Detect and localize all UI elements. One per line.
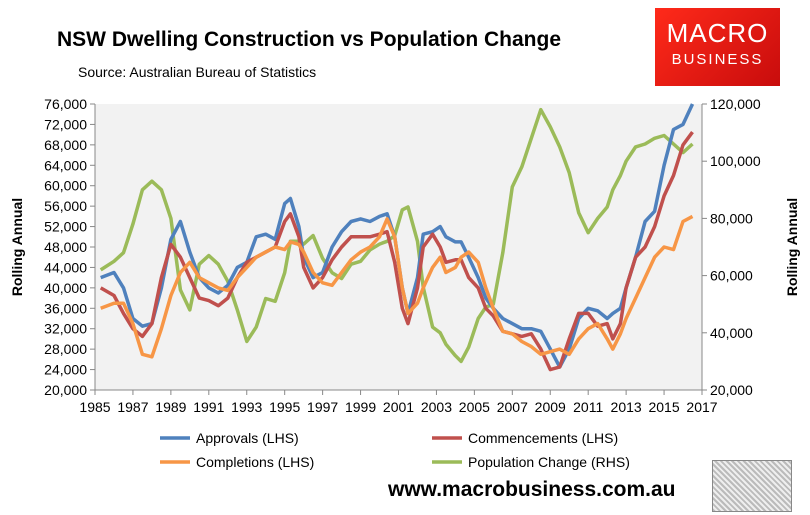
x-tick-label: 2015 [648,399,679,415]
x-tick-label: 2013 [611,399,642,415]
y-tick-label: 20,000 [44,382,87,398]
plot-area [95,104,702,390]
y-tick-label: 60,000 [44,178,87,194]
x-tick-label: 1989 [155,399,186,415]
y2-tick-label: 40,000 [710,325,753,341]
x-tick-label: 1987 [117,399,148,415]
y-tick-label: 56,000 [44,198,87,214]
x-tick-label: 1995 [269,399,300,415]
y-tick-label: 32,000 [44,321,87,337]
series-line-completions-lhs [100,214,694,359]
y-tick-label: 40,000 [44,280,87,296]
x-tick-label: 2017 [686,399,717,415]
y2-tick-label: 60,000 [710,268,753,284]
y-tick-label: 48,000 [44,239,87,255]
x-tick-label: 2011 [573,399,603,415]
y-tick-label: 64,000 [44,157,87,173]
x-tick-label: 1997 [307,399,338,415]
x-tick-label: 2003 [421,399,452,415]
y-tick-label: 28,000 [44,341,87,357]
y2-tick-label: 100,000 [710,153,761,169]
y-tick-label: 52,000 [44,219,87,235]
wolf-logo-image [712,460,792,512]
x-tick-label: 2001 [383,399,414,415]
x-tick-label: 2009 [535,399,566,415]
y-tick-label: 76,000 [44,96,87,112]
macrobusiness-logo: MACRO BUSINESS [655,8,780,86]
legend-label: Commencements (LHS) [468,430,618,446]
x-tick-label: 2007 [497,399,528,415]
y-tick-label: 36,000 [44,300,87,316]
logo-text-macro: MACRO [666,18,769,48]
legend-label: Completions (LHS) [196,454,314,470]
x-tick-label: 1991 [193,399,224,415]
logo-text-business: BUSINESS [671,51,764,68]
legend-label: Approvals (LHS) [196,430,299,446]
y2-axis-title: Rolling Annual [784,198,800,296]
x-tick-label: 1993 [231,399,262,415]
chart-source: Source: Australian Bureau of Statistics [78,64,317,80]
website-url: www.macrobusiness.com.au [388,478,676,501]
legend-label: Population Change (RHS) [468,454,630,470]
y-tick-label: 68,000 [44,137,87,153]
x-tick-label: 2005 [459,399,490,415]
x-tick-label: 1985 [79,399,110,415]
y-tick-label: 24,000 [44,362,87,378]
y2-tick-label: 20,000 [710,382,753,398]
chart-title: NSW Dwelling Construction vs Population … [57,28,562,51]
y2-tick-label: 80,000 [710,210,753,226]
series-line-population-change-rhs [99,107,694,364]
y-tick-label: 72,000 [44,116,87,132]
y-axis-title: Rolling Annual [9,198,25,296]
y-tick-label: 44,000 [44,259,87,275]
y2-tick-label: 120,000 [710,96,761,112]
x-tick-label: 1999 [345,399,376,415]
